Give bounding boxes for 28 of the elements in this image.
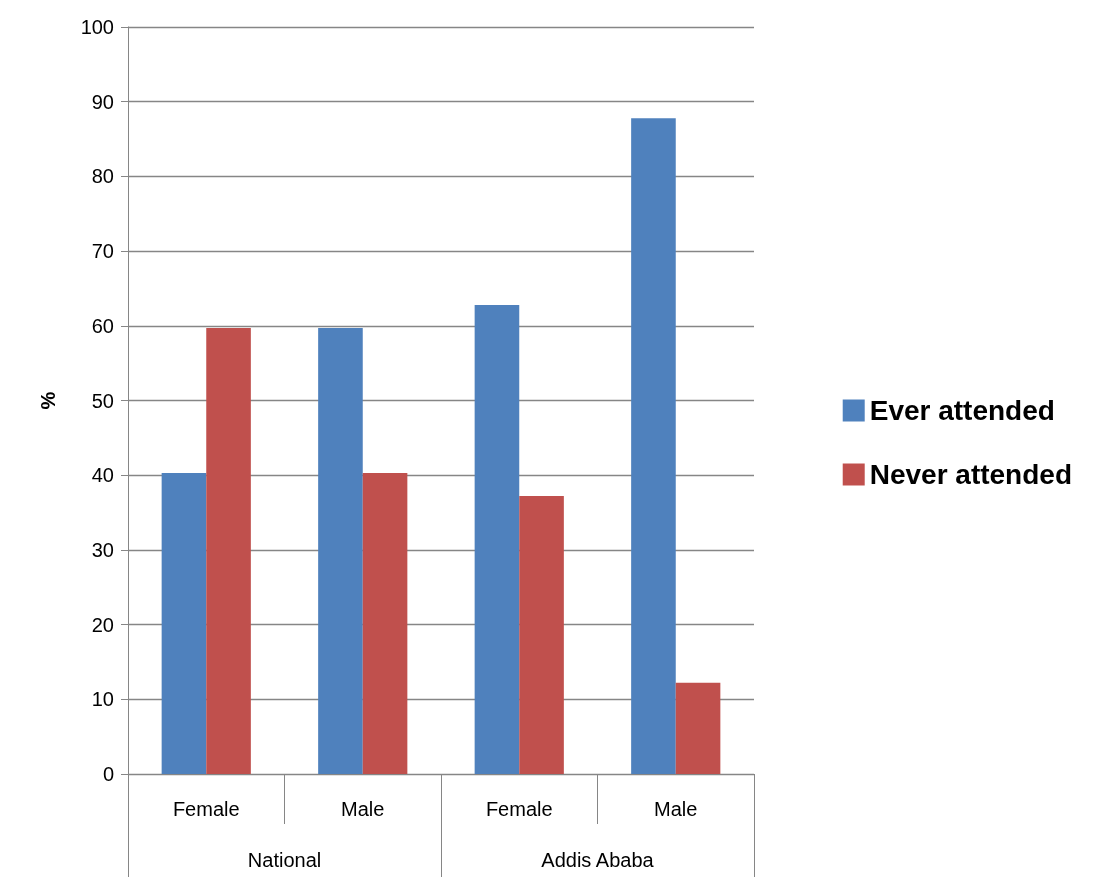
y-tick-label: 20 [91, 613, 114, 636]
y-tick-label: 80 [91, 165, 114, 188]
y-tick-label: 10 [91, 688, 114, 711]
y-tick-label: 50 [91, 389, 114, 412]
bar [519, 496, 564, 774]
text: Addis Ababa [541, 849, 655, 871]
y-tick-label: 40 [91, 464, 114, 487]
legend-label: Ever attended [869, 395, 1055, 426]
bar [161, 472, 207, 774]
bar [318, 328, 363, 774]
x-tick-label: Female [172, 798, 240, 820]
y-tick-label: 90 [91, 90, 114, 113]
y-axis-title: % [37, 391, 59, 410]
legend-label: Never attended [869, 459, 1073, 490]
bar [631, 118, 676, 774]
y-tick-label: 70 [91, 240, 114, 263]
y-tick-label: 100 [80, 16, 114, 38]
bar [675, 682, 721, 774]
x-tick-label: Female [485, 798, 553, 820]
bar [206, 328, 251, 774]
bar [474, 304, 520, 774]
bar [362, 472, 408, 774]
y-tick-label: 0 [102, 763, 114, 785]
y-tick-label: 30 [91, 538, 114, 561]
y-tick-label: 60 [91, 314, 114, 337]
x-tick-label: Male [654, 798, 698, 820]
text: National [247, 849, 322, 871]
x-tick-label: Male [341, 798, 385, 820]
